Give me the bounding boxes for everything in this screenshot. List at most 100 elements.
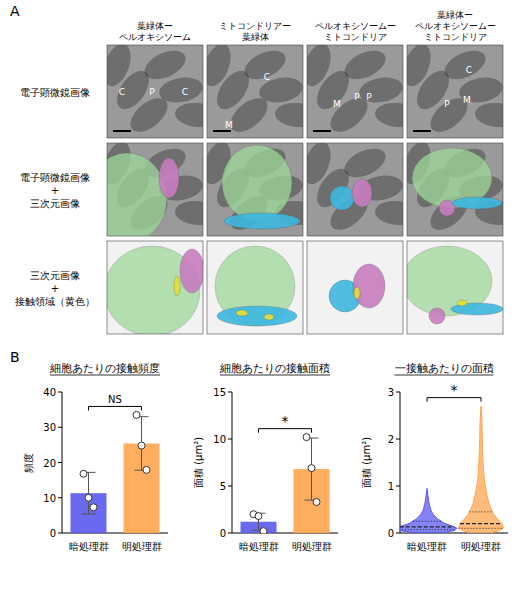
em-texture bbox=[474, 101, 503, 129]
organelle bbox=[330, 186, 354, 210]
y-tick-label: 0 bbox=[388, 528, 394, 539]
cell-frame bbox=[307, 143, 403, 236]
data-point bbox=[260, 528, 267, 533]
scale-bar bbox=[313, 130, 331, 132]
cell-frame bbox=[107, 45, 203, 138]
organelle-label: C bbox=[264, 72, 270, 82]
row-label: 三次元画像 bbox=[30, 270, 80, 281]
organelle-label: C bbox=[119, 87, 125, 97]
organelle bbox=[264, 314, 274, 320]
y-tick-label: 10 bbox=[43, 493, 56, 504]
y-tick bbox=[228, 486, 232, 487]
y-tick bbox=[228, 439, 232, 440]
em-texture bbox=[374, 101, 403, 129]
cell-frame bbox=[307, 45, 403, 138]
x-tick-label: 明処理群 bbox=[292, 541, 332, 552]
significance-label: * bbox=[451, 382, 458, 398]
y-axis-label: 面積 (μm²) bbox=[193, 437, 204, 488]
data-point bbox=[85, 494, 92, 501]
data-point bbox=[133, 411, 140, 418]
cell-frame bbox=[407, 143, 503, 236]
cell-frame bbox=[407, 45, 503, 138]
data-point bbox=[138, 442, 145, 449]
figure: A葉緑体ーペルオキシソームミトコンドリアー葉緑体ペルオキシソームーミトコンドリア… bbox=[0, 0, 520, 590]
violin bbox=[459, 406, 504, 533]
image-cell bbox=[407, 143, 503, 236]
significance-label: * bbox=[282, 413, 289, 429]
y-tick bbox=[58, 533, 62, 534]
column-header: ペルオキシソームー bbox=[315, 21, 396, 31]
y-tick bbox=[58, 497, 62, 498]
em-texture bbox=[424, 92, 473, 138]
image-cell bbox=[207, 143, 303, 236]
em-texture bbox=[274, 101, 303, 129]
plot-area bbox=[400, 406, 504, 533]
organelle bbox=[457, 300, 467, 306]
scale-bar bbox=[413, 130, 431, 132]
column-header: ペルオキシソームー bbox=[415, 21, 496, 31]
image-bg bbox=[307, 241, 403, 334]
y-axis bbox=[400, 392, 401, 533]
data-point bbox=[90, 504, 97, 511]
error-bar bbox=[135, 417, 149, 471]
organelle bbox=[217, 306, 297, 326]
image-cell bbox=[107, 143, 203, 236]
image-cell bbox=[407, 241, 503, 334]
panel-label: B bbox=[10, 349, 20, 365]
data-point bbox=[255, 513, 262, 520]
image-cell bbox=[107, 241, 203, 334]
row-label: 三次元画像 bbox=[30, 198, 80, 209]
cell-frame bbox=[207, 143, 303, 236]
title-underline bbox=[50, 375, 160, 376]
error-cap bbox=[82, 513, 96, 514]
y-tick bbox=[396, 533, 400, 534]
row-label: 電子顕微鏡画像 bbox=[20, 172, 90, 183]
cell-frame bbox=[107, 143, 203, 236]
data-point bbox=[308, 465, 315, 472]
image-cell bbox=[407, 45, 503, 138]
quartile-line bbox=[400, 529, 455, 530]
y-tick bbox=[228, 392, 232, 393]
significance-bracket bbox=[89, 406, 142, 410]
organelle bbox=[224, 213, 300, 229]
title-underline bbox=[220, 375, 330, 376]
organelle bbox=[222, 145, 292, 221]
image-cell bbox=[107, 45, 203, 138]
y-tick bbox=[396, 486, 400, 487]
y-tick-label: 3 bbox=[388, 387, 394, 398]
error-stem bbox=[88, 472, 89, 514]
cell-frame bbox=[307, 241, 403, 334]
panel-label: A bbox=[10, 3, 20, 19]
em-texture bbox=[157, 74, 203, 105]
significance-bracket bbox=[427, 398, 481, 402]
column-header: ミトコンドリアー bbox=[219, 21, 291, 31]
y-tick-label: 10 bbox=[213, 434, 226, 445]
image-cell bbox=[307, 45, 403, 138]
organelle bbox=[352, 179, 372, 207]
image-cell bbox=[307, 143, 403, 236]
image-cell bbox=[307, 241, 403, 334]
quartile-line bbox=[413, 521, 442, 522]
column-header: 葉緑体 bbox=[242, 32, 269, 42]
chart-title: 細胞あたりの接触面積 bbox=[219, 362, 330, 375]
em-texture bbox=[374, 199, 403, 227]
organelle-label: C bbox=[182, 87, 188, 97]
em-texture bbox=[357, 74, 403, 105]
significance-label: NS bbox=[108, 394, 122, 405]
x-tick-label: 暗処理群 bbox=[69, 541, 109, 552]
organelle bbox=[174, 276, 180, 296]
y-tick-label: 0 bbox=[220, 528, 226, 539]
y-axis bbox=[232, 392, 233, 533]
y-tick bbox=[396, 392, 400, 393]
error-bar bbox=[305, 438, 319, 500]
organelle-label: M bbox=[225, 120, 233, 130]
organelle-label: P bbox=[444, 99, 450, 109]
y-tick-label: 15 bbox=[213, 387, 226, 398]
organelle bbox=[429, 308, 445, 324]
chart-title: 一接触あたりの面積 bbox=[395, 362, 494, 375]
organelle-label: P bbox=[366, 92, 372, 102]
y-tick-label: 30 bbox=[43, 422, 56, 433]
row-label: + bbox=[51, 185, 59, 196]
data-point bbox=[80, 470, 87, 477]
y-tick-label: 1 bbox=[388, 481, 394, 492]
